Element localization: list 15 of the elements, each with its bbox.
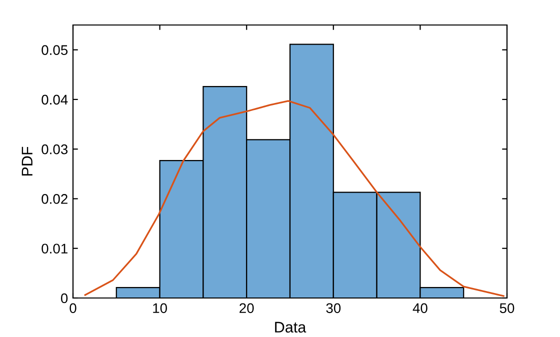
y-tick-label: 0.02 [42,194,68,204]
x-tick-label: 20 [240,303,254,314]
x-axis-title: Data [275,322,306,333]
x-tick-label: 0 [70,303,76,314]
x-tick-label: 30 [326,303,341,314]
y-tick-label: 0.05 [42,45,68,55]
x-tick-label: 10 [153,303,167,314]
line-series [84,100,504,297]
y-tick-label: 0.01 [42,244,68,254]
x-tick-label: 50 [500,303,514,314]
y-tick-label: 0 [60,293,68,304]
y-axis-title: PDF [22,146,32,176]
y-tick-label: 0.04 [42,94,68,105]
y-tick-label: 0.03 [42,144,68,154]
x-tick-label: 40 [412,303,428,314]
